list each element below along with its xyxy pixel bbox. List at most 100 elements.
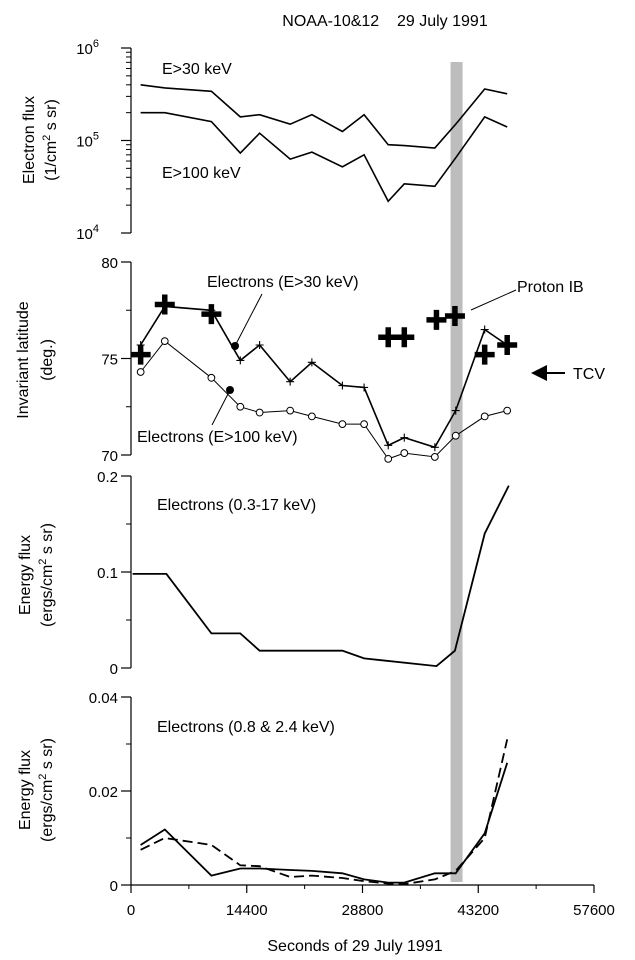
p3-panel-label: Electrons (0.3-17 keV): [157, 497, 316, 514]
p2-electrons-30-point: [255, 340, 264, 349]
p2-electrons-30-point: [307, 358, 316, 367]
p4-tick-label: 0.04: [89, 690, 118, 707]
x-tick-label: 28800: [342, 902, 384, 919]
p4-x-ticks: 0 14400 28800 43200 57600: [127, 885, 615, 919]
p2-electrons-30-point: [286, 377, 295, 386]
panel-electron-flux: Electron flux (1/cm2 s sr) 104 105 106 E>3…: [21, 38, 508, 243]
annotation-tcv-arrowhead: [531, 365, 547, 381]
p3-y-label-text: Energy flux: [17, 535, 34, 615]
p2-electrons-100-point: [503, 406, 512, 415]
p1-tick-label: 106: [76, 38, 99, 58]
annotation-electrons-30: Electrons (E>30 keV): [207, 274, 359, 291]
p2-annotations: Electrons (E>30 keV) Electrons (E>100 ke…: [137, 274, 605, 446]
p4-y-unit-prefix: (ergs/cm: [39, 780, 56, 842]
p2-electrons-100-point: [430, 453, 439, 461]
p3-y-label: Energy flux (ergs/cm2 s sr): [17, 523, 56, 627]
p2-electrons-100-point: [360, 420, 369, 429]
p2-proton-ib-point: [154, 294, 175, 315]
p2-electrons-30-point: [480, 325, 489, 334]
annotation-tcv: TCV: [573, 366, 605, 383]
annotation-electrons-30-dot: [231, 342, 239, 350]
p2-proton-ib-point: [394, 327, 415, 348]
p1-y-unit-sup: 2: [41, 135, 53, 141]
p1-y-unit: (1/cm2 s sr): [41, 99, 60, 181]
p2-proton-ib-point: [444, 306, 465, 327]
p1-series-label-30: E>30 keV: [162, 61, 232, 78]
p2-y-label: Invariant latitude (deg.): [15, 301, 56, 419]
p2-proton-ib-point: [201, 304, 222, 325]
annotation-electrons-30-leader: [235, 293, 263, 345]
p4-tick-label: 0: [110, 878, 118, 895]
annotation-electrons-100-leader: [211, 391, 230, 426]
p3-y-unit: (ergs/cm2 s sr): [37, 523, 56, 627]
p1-y-unit-suffix: s sr): [43, 99, 60, 135]
p2-electrons-30-point: [338, 381, 347, 390]
p2-tick-label: 75: [101, 352, 118, 369]
p2-electrons-100-point: [384, 454, 393, 463]
p4-ticks: 0 0.02 0.04: [89, 690, 131, 895]
p2-series: [130, 294, 518, 463]
p4-series-line-1: [140, 739, 509, 886]
p2-electrons-100-point: [338, 420, 347, 429]
x-tick-label: 0: [127, 902, 135, 919]
p3-tick-label: 0.1: [97, 565, 118, 582]
p4-y-unit-sup: 2: [37, 774, 49, 780]
p2-electrons-100-point: [286, 406, 295, 415]
p1-tick-label: 104: [76, 223, 99, 243]
panel-invariant-latitude: Invariant latitude (deg.) 70 75 80 Electro…: [15, 255, 605, 465]
p2-electrons-100-point: [160, 337, 169, 346]
p2-electrons-100-point: [136, 368, 145, 376]
p1-ticks: 104 105 106: [76, 38, 131, 243]
p1-y-label-text: Electron flux: [21, 96, 38, 184]
p2-electrons-30-point: [236, 356, 245, 365]
p3-y-unit-prefix: (ergs/cm: [39, 565, 56, 627]
p1-series-line-1: [140, 111, 508, 203]
p2-electrons-100-point: [480, 412, 489, 421]
p2-electrons-100-point: [451, 431, 460, 440]
p3-series: [132, 485, 510, 668]
p4-y-unit-suffix: s sr): [39, 738, 56, 774]
p3-series-line-0: [132, 485, 510, 668]
p2-electrons-100-point: [236, 402, 245, 411]
p1-y-unit-prefix: (1/cm: [43, 141, 60, 181]
p1-series-line-0: [140, 84, 508, 149]
x-tick-label: 57600: [573, 902, 615, 919]
p2-electrons-100-point: [207, 373, 216, 382]
p2-electrons-30-point: [384, 441, 393, 450]
p4-panel-label: Electrons (0.8 & 2.4 keV): [157, 719, 335, 736]
p1-y-label: Electron flux (1/cm2 s sr): [21, 96, 60, 184]
panel-energy-flux-08-24: Energy flux (ergs/cm2 s sr) 0 0.02 0.04 0 1…: [17, 690, 615, 955]
p2-proton-ib-point: [474, 344, 495, 365]
p2-proton-ib-point: [497, 334, 518, 355]
p2-electrons-30-point: [451, 406, 460, 415]
p2-proton-ib-point: [130, 344, 151, 365]
p1-series-label-100: E>100 keV: [162, 165, 241, 182]
p4-series: [140, 739, 509, 886]
p2-y-label-text: Invariant latitude: [15, 301, 32, 419]
p2-tick-label: 70: [101, 448, 118, 465]
annotation-proton-ib: Proton IB: [517, 279, 584, 296]
annotation-electrons-100-dot: [226, 386, 234, 394]
annotation-proton-ib-leader: [470, 289, 517, 311]
p1-series: [140, 84, 508, 203]
p3-y-unit-suffix: s sr): [39, 523, 56, 559]
x-axis-label: Seconds of 29 July 1991: [267, 938, 442, 955]
p2-electrons-30-point: [360, 383, 369, 392]
x-tick-label: 14400: [226, 902, 268, 919]
p4-y-label: Energy flux (ergs/cm2 s sr): [17, 738, 56, 842]
p3-tick-label: 0: [110, 661, 118, 678]
p2-electrons-30-point: [400, 433, 409, 442]
p1-tick-label: 105: [76, 131, 99, 151]
p3-tick-label: 0.2: [97, 469, 118, 486]
annotation-electrons-100: Electrons (E>100 keV): [137, 429, 298, 446]
x-tick-label: 43200: [457, 902, 499, 919]
p4-y-label-text: Energy flux: [17, 750, 34, 830]
p4-y-unit: (ergs/cm2 s sr): [37, 738, 56, 842]
highlight-band: [450, 62, 463, 882]
p3-y-unit-sup: 2: [37, 559, 49, 565]
panel-energy-flux-03-17: Energy flux (ergs/cm2 s sr) 0 0.1 0.2 Elec…: [17, 469, 510, 678]
p2-proton-ib-point: [426, 309, 447, 330]
p2-electrons-100-point: [255, 408, 264, 417]
p2-electrons-100-point: [400, 449, 409, 457]
